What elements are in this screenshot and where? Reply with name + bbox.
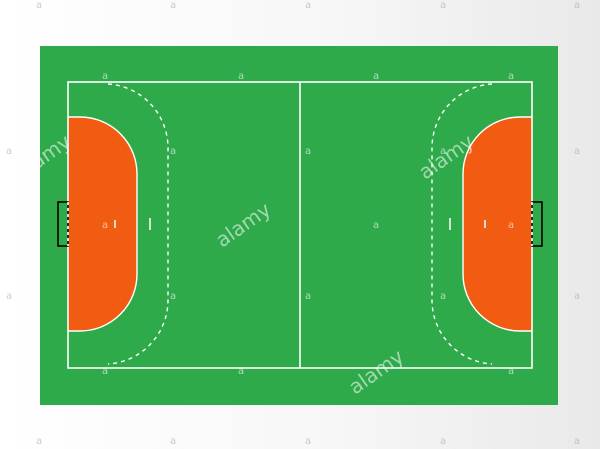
watermark-glyph: a <box>440 0 446 11</box>
watermark-glyph: a <box>170 0 176 11</box>
watermark-glyph: a <box>305 291 311 302</box>
right-goal-area-line <box>462 116 532 332</box>
watermark-glyph: a <box>102 366 108 377</box>
watermark-glyph: a <box>508 71 514 82</box>
watermark-glyph: a <box>574 146 580 157</box>
watermark-glyph: a <box>508 220 514 231</box>
right-goal <box>531 201 543 247</box>
watermark-glyph: a <box>574 436 580 447</box>
right-free-throw-line <box>431 83 493 365</box>
watermark-glyph: a <box>440 436 446 447</box>
watermark-glyph: a <box>102 71 108 82</box>
watermark-glyph: a <box>305 436 311 447</box>
watermark-glyph: a <box>508 366 514 377</box>
watermark-glyph: a <box>373 71 379 82</box>
watermark-glyph: a <box>170 436 176 447</box>
watermark-glyph: a <box>6 291 12 302</box>
watermark-glyph: a <box>36 0 42 11</box>
right-goal-area <box>463 117 532 331</box>
watermark-glyph: a <box>238 366 244 377</box>
watermark-glyph: a <box>574 291 580 302</box>
watermark-glyph: a <box>440 291 446 302</box>
watermark-glyph: a <box>170 291 176 302</box>
left-goal-area <box>68 117 137 331</box>
watermark-glyph: a <box>574 0 580 11</box>
watermark-glyph: a <box>102 220 108 231</box>
watermark-glyph: a <box>6 146 12 157</box>
left-free-throw-line <box>107 83 169 365</box>
watermark-glyph: a <box>373 220 379 231</box>
watermark-glyph: a <box>305 0 311 11</box>
watermark-glyph: a <box>170 146 176 157</box>
left-goal-area-line <box>68 116 138 332</box>
watermark-glyph: a <box>238 71 244 82</box>
watermark-glyph: a <box>305 146 311 157</box>
left-goal <box>57 201 69 247</box>
watermark-glyph: a <box>440 146 446 157</box>
watermark-glyph: a <box>36 436 42 447</box>
